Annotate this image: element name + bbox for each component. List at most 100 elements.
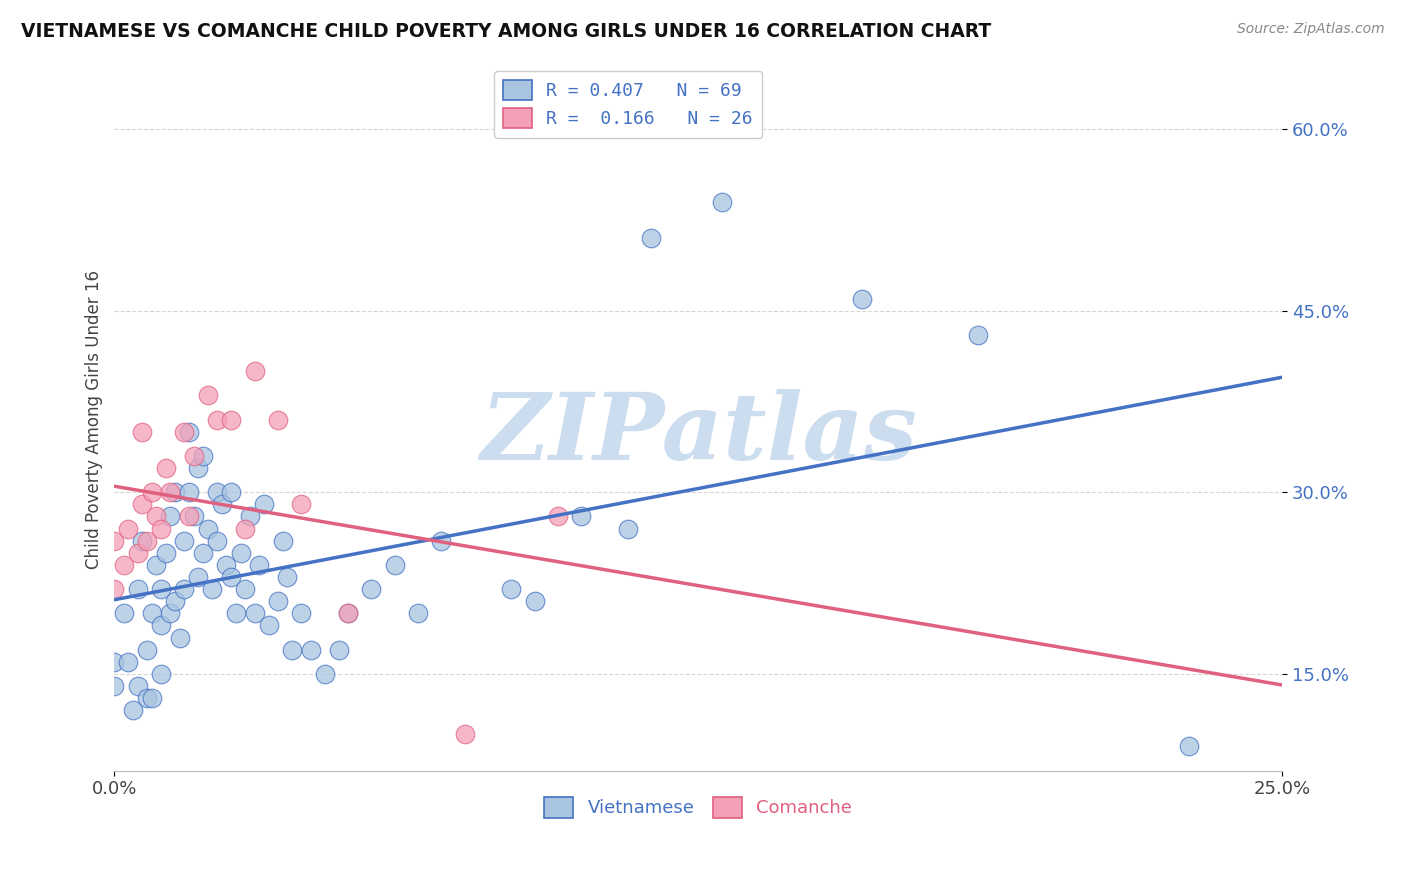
Point bbox=[173, 425, 195, 439]
Point bbox=[103, 533, 125, 548]
Point bbox=[1177, 739, 1199, 754]
Point bbox=[179, 425, 201, 439]
Point bbox=[117, 655, 139, 669]
Point bbox=[267, 412, 290, 426]
Point bbox=[136, 691, 159, 706]
Point bbox=[267, 594, 290, 608]
Point bbox=[219, 412, 242, 426]
Point bbox=[150, 666, 173, 681]
Point bbox=[165, 594, 187, 608]
Point bbox=[336, 607, 359, 621]
Point bbox=[281, 642, 304, 657]
Point bbox=[173, 582, 195, 596]
Point bbox=[103, 655, 125, 669]
Point bbox=[150, 522, 173, 536]
Point bbox=[183, 449, 205, 463]
Point bbox=[501, 582, 523, 596]
Point bbox=[384, 558, 406, 572]
Legend: Vietnamese, Comanche: Vietnamese, Comanche bbox=[537, 789, 859, 825]
Point bbox=[523, 594, 546, 608]
Point bbox=[191, 546, 214, 560]
Point bbox=[219, 485, 242, 500]
Point bbox=[205, 485, 228, 500]
Point bbox=[290, 497, 312, 511]
Point bbox=[197, 388, 219, 402]
Point bbox=[205, 412, 228, 426]
Point bbox=[141, 607, 163, 621]
Point bbox=[131, 533, 153, 548]
Point bbox=[247, 558, 270, 572]
Point bbox=[127, 582, 149, 596]
Point bbox=[617, 522, 640, 536]
Point bbox=[360, 582, 382, 596]
Point bbox=[103, 679, 125, 693]
Point bbox=[299, 642, 322, 657]
Point bbox=[243, 607, 266, 621]
Point bbox=[159, 485, 181, 500]
Point bbox=[640, 231, 662, 245]
Point bbox=[187, 570, 209, 584]
Point bbox=[314, 666, 336, 681]
Point bbox=[122, 703, 145, 717]
Point bbox=[159, 509, 181, 524]
Point bbox=[191, 449, 214, 463]
Point bbox=[205, 533, 228, 548]
Point bbox=[239, 509, 262, 524]
Point bbox=[159, 607, 181, 621]
Point bbox=[229, 546, 252, 560]
Point bbox=[141, 691, 163, 706]
Point bbox=[233, 522, 256, 536]
Point bbox=[150, 582, 173, 596]
Point bbox=[547, 509, 569, 524]
Text: ZIPatlas: ZIPatlas bbox=[479, 389, 917, 479]
Point bbox=[179, 509, 201, 524]
Point bbox=[165, 485, 187, 500]
Point bbox=[169, 631, 191, 645]
Point bbox=[112, 607, 135, 621]
Y-axis label: Child Poverty Among Girls Under 16: Child Poverty Among Girls Under 16 bbox=[86, 270, 103, 569]
Point bbox=[290, 607, 312, 621]
Point bbox=[276, 570, 298, 584]
Point bbox=[103, 582, 125, 596]
Point bbox=[253, 497, 276, 511]
Point bbox=[197, 522, 219, 536]
Point bbox=[145, 558, 167, 572]
Point bbox=[136, 642, 159, 657]
Point bbox=[225, 607, 247, 621]
Point bbox=[187, 461, 209, 475]
Point bbox=[117, 522, 139, 536]
Point bbox=[851, 292, 873, 306]
Point bbox=[430, 533, 453, 548]
Point bbox=[136, 533, 159, 548]
Point bbox=[155, 546, 177, 560]
Point bbox=[179, 485, 201, 500]
Point bbox=[131, 497, 153, 511]
Point bbox=[215, 558, 238, 572]
Point bbox=[328, 642, 350, 657]
Point bbox=[406, 607, 429, 621]
Point bbox=[967, 327, 990, 342]
Point bbox=[145, 509, 167, 524]
Point bbox=[257, 618, 280, 632]
Point bbox=[141, 485, 163, 500]
Text: VIETNAMESE VS COMANCHE CHILD POVERTY AMONG GIRLS UNDER 16 CORRELATION CHART: VIETNAMESE VS COMANCHE CHILD POVERTY AMO… bbox=[21, 22, 991, 41]
Point bbox=[710, 194, 733, 209]
Point bbox=[173, 533, 195, 548]
Point bbox=[127, 546, 149, 560]
Point bbox=[155, 461, 177, 475]
Text: Source: ZipAtlas.com: Source: ZipAtlas.com bbox=[1237, 22, 1385, 37]
Point bbox=[201, 582, 224, 596]
Point bbox=[233, 582, 256, 596]
Point bbox=[453, 727, 475, 741]
Point bbox=[336, 607, 359, 621]
Point bbox=[271, 533, 294, 548]
Point bbox=[131, 425, 153, 439]
Point bbox=[219, 570, 242, 584]
Point bbox=[127, 679, 149, 693]
Point bbox=[571, 509, 593, 524]
Point bbox=[243, 364, 266, 378]
Point bbox=[112, 558, 135, 572]
Point bbox=[211, 497, 233, 511]
Point bbox=[183, 509, 205, 524]
Point bbox=[150, 618, 173, 632]
